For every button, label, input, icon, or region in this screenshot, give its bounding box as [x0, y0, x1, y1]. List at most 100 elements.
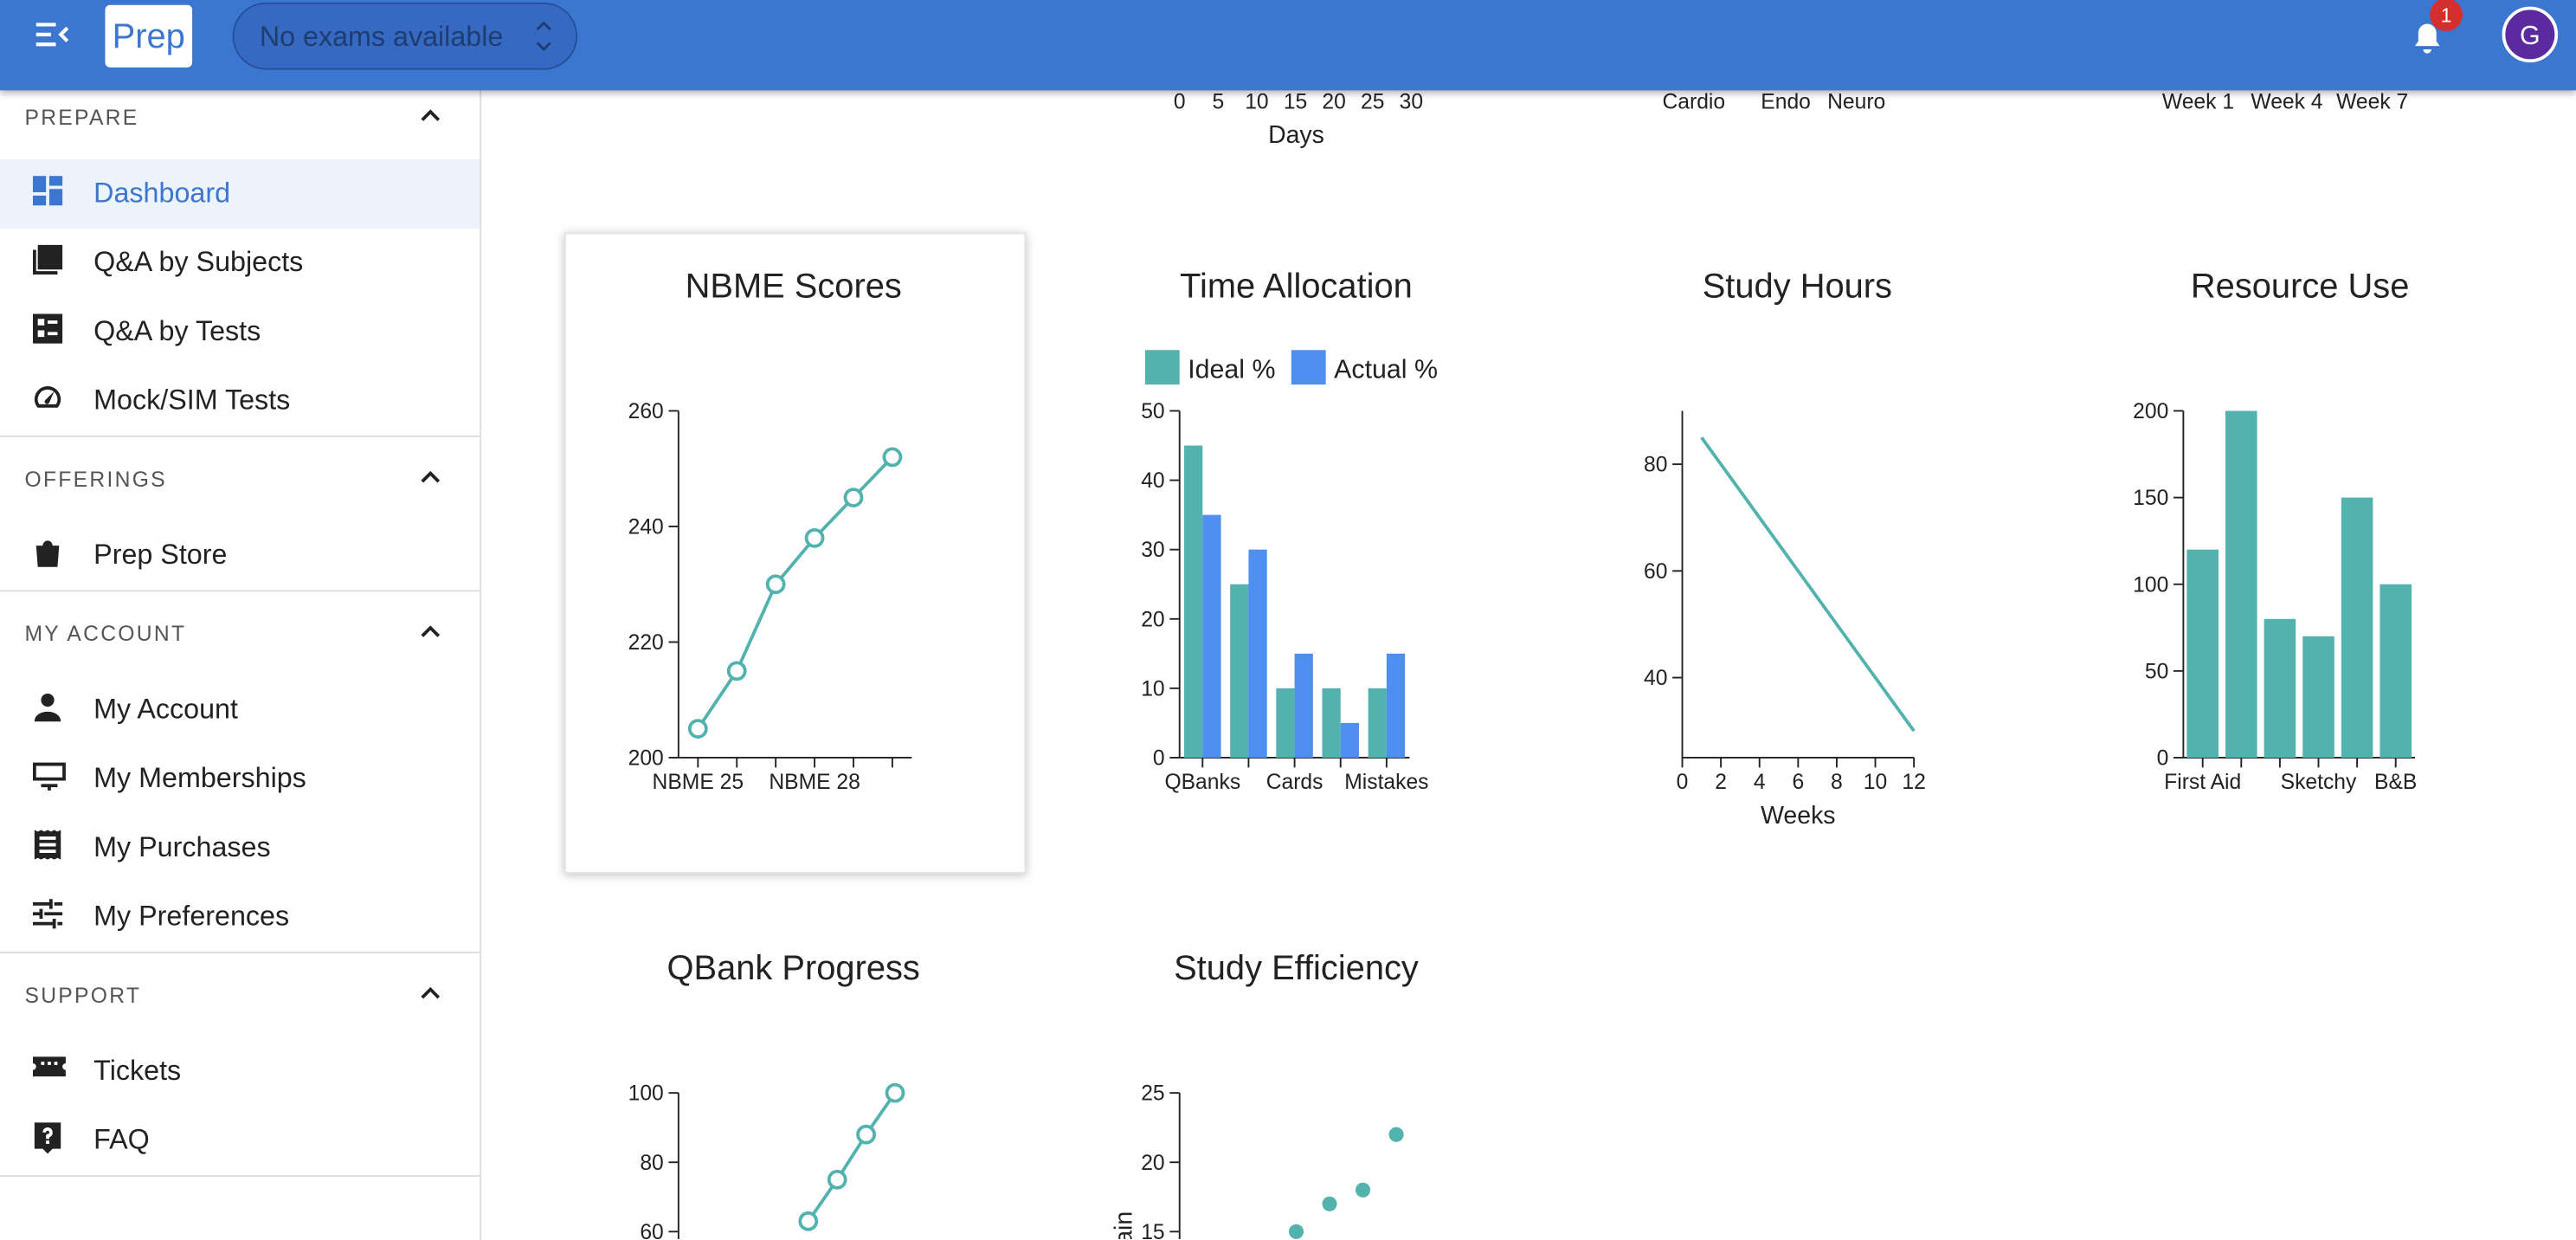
x-tick-label: 12	[1902, 771, 1925, 794]
x-tick-label: QBanks	[1164, 771, 1240, 794]
y-axis-label: ain	[1111, 1211, 1138, 1239]
x-tick-label: 10	[1864, 771, 1887, 794]
nav-item[interactable]: Mock/SIM Tests	[0, 366, 480, 436]
nav-label: Tickets	[93, 1055, 182, 1087]
x-axis-label: Days	[1268, 121, 1324, 149]
point	[827, 1169, 847, 1190]
bar	[2186, 549, 2219, 758]
avatar[interactable]	[2502, 6, 2559, 63]
y-tick-label: 260	[628, 400, 664, 423]
nav-item[interactable]: My Account	[0, 675, 480, 745]
section-title: PREPARE	[24, 105, 139, 130]
nav-label: My Purchases	[93, 831, 271, 863]
chart-title: Study Efficiency	[1174, 949, 1419, 987]
nav-item[interactable]: Q&A by Subjects	[0, 229, 480, 298]
chart-title: QBank Progress	[667, 949, 920, 987]
x-tick-label: Endo	[1761, 90, 1811, 113]
nav-label: My Preferences	[93, 901, 290, 933]
chart-title: Study Hours	[1703, 268, 1892, 306]
point	[856, 1124, 876, 1145]
collapse-chevron[interactable]	[419, 623, 442, 639]
x-tick-label: NBME 28	[769, 771, 860, 794]
bar	[1230, 584, 1249, 758]
nav-label: My Memberships	[93, 762, 306, 794]
exam-select[interactable]	[232, 2, 578, 70]
y-tick-label: 220	[628, 631, 664, 655]
legend-label: Actual %	[1334, 356, 1438, 384]
notification-count: 1	[2441, 4, 2452, 27]
nav-label: Q&A by Tests	[93, 315, 261, 347]
x-tick-label: Mistakes	[1344, 771, 1428, 794]
nav-icon	[32, 176, 63, 206]
sidebar-section: MY ACCOUNT My Account My Memberships My Pur…	[0, 591, 480, 953]
bar	[1248, 549, 1267, 758]
y-tick-label: 15	[1141, 1221, 1164, 1239]
bar	[1276, 688, 1295, 758]
x-tick-label: Sketchy	[2281, 771, 2357, 794]
sidebar-section: OFFERINGS Prep Store	[0, 437, 480, 592]
section-header[interactable]: SUPPORT	[0, 953, 480, 1037]
notification-bell[interactable]	[2415, 23, 2440, 54]
section-header[interactable]: PREPARE	[0, 90, 480, 159]
y-tick-label: 200	[2133, 400, 2168, 423]
nav-item[interactable]: FAQ	[0, 1106, 480, 1175]
y-tick-label: 10	[1141, 677, 1164, 701]
top-bar: Prep No exams available 1 G	[0, 0, 2576, 91]
y-tick-label: 200	[628, 747, 664, 771]
y-tick-label: 50	[2145, 660, 2168, 683]
nav-icon	[35, 540, 60, 567]
y-tick-label: 50	[1141, 400, 1164, 423]
nav-item[interactable]: Dashboard	[0, 159, 480, 229]
bar	[2225, 410, 2257, 758]
y-tick-label: 30	[1141, 539, 1164, 562]
menu-button[interactable]	[35, 23, 69, 47]
logo-box[interactable]	[105, 4, 193, 68]
nav-item[interactable]: Q&A by Tests	[0, 298, 480, 367]
select-arrows	[536, 21, 551, 51]
point	[765, 574, 786, 595]
point	[1356, 1182, 1371, 1198]
nav-item[interactable]: My Purchases	[0, 813, 480, 882]
sidebar-section: PREPARE Dashboard Q&A by Subjects Q&A by Te…	[0, 90, 480, 437]
x-tick-label: Week 1	[2162, 90, 2234, 113]
y-tick-label: 20	[1141, 608, 1164, 631]
nav-icon	[32, 899, 63, 929]
nav-icon	[34, 830, 61, 860]
nav-icon	[32, 762, 66, 791]
chart-title: Time Allocation	[1180, 268, 1413, 306]
y-tick-label: 100	[2133, 573, 2168, 597]
point	[882, 447, 903, 468]
y-tick-label: 240	[628, 516, 664, 539]
section-header[interactable]: MY ACCOUNT	[0, 591, 480, 675]
nav-item[interactable]: Tickets	[0, 1037, 480, 1107]
logo[interactable]: Prep	[113, 17, 185, 55]
nav-item[interactable]: My Memberships	[0, 745, 480, 814]
section-header[interactable]: OFFERINGS	[0, 437, 480, 521]
nav-label: Prep Store	[93, 539, 228, 571]
point	[1322, 1196, 1337, 1211]
sidebar: PREPARE Dashboard Q&A by Subjects Q&A by Te…	[0, 90, 482, 1240]
line	[1700, 436, 1916, 733]
nav-item[interactable]: My Preferences	[0, 882, 480, 952]
collapse-chevron[interactable]	[419, 468, 442, 485]
bar	[1184, 445, 1203, 758]
point	[1388, 1127, 1404, 1142]
nav-label: Q&A by Subjects	[93, 246, 304, 278]
x-tick-label: 30	[1400, 90, 1423, 113]
bar	[2264, 618, 2296, 758]
x-tick-label: Neuro	[1827, 90, 1885, 113]
collapse-chevron[interactable]	[419, 985, 442, 1001]
chart-card[interactable]	[564, 232, 1027, 874]
bar	[1386, 653, 1406, 758]
collapse-chevron[interactable]	[419, 107, 442, 123]
x-tick-label: 0	[1174, 90, 1186, 113]
legend-swatch	[1144, 350, 1180, 385]
notification-badge	[2430, 0, 2463, 32]
nav-item[interactable]: Prep Store	[0, 521, 480, 591]
chart-title: NBME Scores	[686, 268, 902, 306]
y-tick-label: 40	[1644, 667, 1667, 690]
point	[885, 1082, 905, 1103]
bar	[1368, 688, 1387, 758]
x-tick-label: 5	[1212, 90, 1224, 113]
